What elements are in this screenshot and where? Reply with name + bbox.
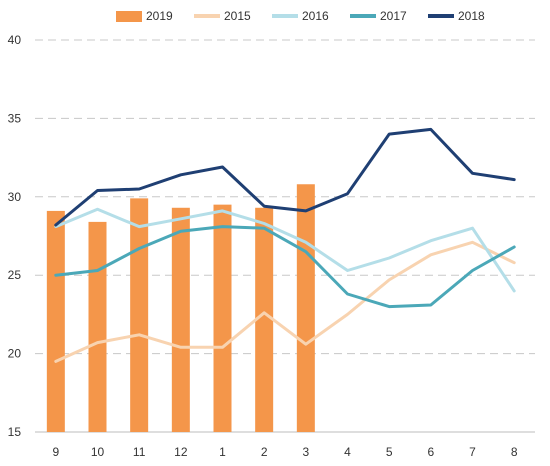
bar-layer	[46, 184, 315, 432]
series-line-2015	[54, 240, 516, 363]
y-tick-label: 30	[8, 190, 22, 204]
grid-layer	[35, 39, 535, 355]
legend-label-2015: 2015	[224, 9, 251, 23]
y-tick-label: 15	[8, 425, 22, 439]
x-tick-label: 4	[344, 445, 351, 459]
y-tick-label: 35	[8, 111, 22, 125]
series-line-2018	[54, 127, 516, 227]
y-tick-label: 20	[8, 347, 22, 361]
legend-swatch-2019	[116, 11, 142, 22]
x-tick-label: 6	[427, 445, 434, 459]
x-tick-label: 10	[91, 445, 105, 459]
series-line-2017	[54, 225, 516, 309]
x-tick-label: 7	[469, 445, 476, 459]
x-tick-label: 12	[174, 445, 188, 459]
x-tick-label: 9	[52, 445, 59, 459]
bar-2019-12	[171, 207, 190, 432]
series-line-2016	[54, 207, 516, 293]
y-tick-label: 40	[8, 33, 22, 47]
bar-2019-10	[88, 221, 107, 432]
bar-2019-11	[130, 198, 149, 432]
legend-label-2018: 2018	[458, 9, 485, 23]
legend: 2019 2015 2016 2017 2018	[116, 9, 485, 23]
x-tick-label: 11	[133, 445, 146, 459]
bar-2019-2	[255, 207, 274, 432]
legend-label-2017: 2017	[380, 9, 407, 23]
legend-label-2019: 2019	[146, 9, 173, 23]
x-tick-label: 1	[219, 445, 226, 459]
x-tick-label: 5	[386, 445, 393, 459]
bar-2019-3	[296, 184, 315, 432]
x-tick-label: 2	[261, 445, 268, 459]
line-layer	[54, 127, 516, 363]
bar-2019-9	[46, 210, 65, 432]
x-tick-label: 8	[511, 445, 518, 459]
legend-label-2016: 2016	[302, 9, 329, 23]
y-tick-label: 25	[8, 268, 22, 282]
x-tick-label: 3	[302, 445, 309, 459]
bar-2019-1	[213, 204, 232, 432]
